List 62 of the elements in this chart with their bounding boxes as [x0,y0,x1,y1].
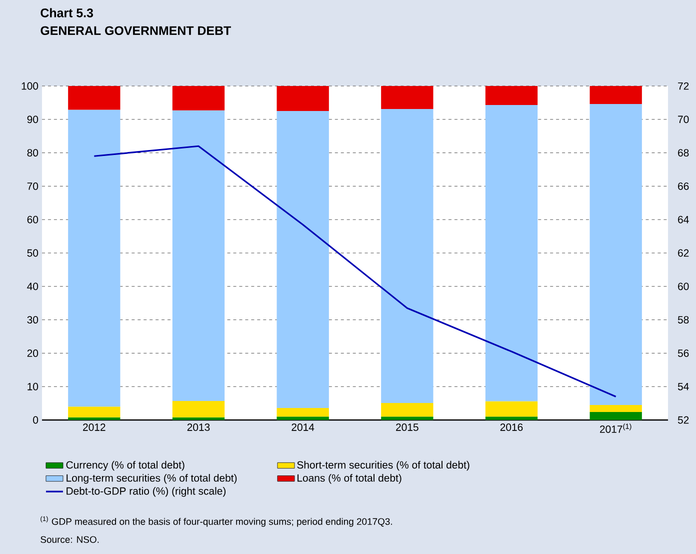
bar [68,110,120,407]
y2-tick-label: 58 [678,316,689,324]
y-tick-label: 40 [27,282,38,290]
y2-tick-label: 72 [678,82,689,90]
y2-tick-label: 70 [678,116,689,124]
y2-tick-label: 60 [678,282,689,290]
bar [276,416,329,420]
y-tick-label: 20 [27,350,38,357]
text: $^{(1)}$ GDP measured on the basis of four-quarter moving sums; period ending 2017Q3. [40,516,392,527]
legend-label: Loans (% of total debt) [298,474,402,484]
bar [381,416,434,420]
bar [381,402,434,417]
y-tick-label: 60 [27,216,38,224]
legend-label: Short-term securities (% of total debt) [297,460,470,471]
y2-tick-label: 54 [678,382,689,390]
bar [381,109,434,403]
bar [172,110,225,401]
bar [485,401,538,417]
bar [381,86,434,110]
y2-tick-label: 56 [678,350,689,357]
x-tick-label: 2015 [396,424,418,431]
y-tick-label: 100 [22,82,38,90]
y-tick-label: 90 [27,116,38,124]
legend-label: Currency (% of total debt) [66,460,184,471]
y2-tick-label: 64 [678,216,689,224]
chart-title: Chart 5.3 [40,8,94,18]
legend-label: Debt-to-GDP ratio (%) (right scale) [66,487,226,497]
bar [68,406,120,418]
line-series [93,145,617,398]
bar [590,86,642,104]
y2-tick-label: 52 [678,416,689,424]
bar [172,400,225,418]
y2-tick-label: 68 [678,149,689,157]
y2-tick-label: 62 [678,249,689,257]
bar [485,86,538,106]
bar [276,86,329,112]
x-tick-label: 2012 [83,424,106,431]
source-note: Source: NSO. [40,536,99,543]
y-tick-label: 70 [27,182,38,190]
bar [276,408,329,417]
y-tick-label: 50 [27,249,38,257]
bar [485,416,538,420]
y-tick-label: 30 [27,316,38,324]
bar [590,104,642,405]
y2-tick-label: 66 [678,182,689,190]
bar [68,417,120,420]
x-tick-label: 2017$^{(1)}$ [600,424,632,433]
y-tick-label: 80 [27,149,38,157]
x-tick-label: 2014 [292,424,314,431]
bar [172,86,225,110]
bar [68,86,120,110]
legend-label: Long-term securities (% of total debt) [66,474,237,484]
bar [172,417,225,420]
x-tick-label: 2016 [500,424,523,431]
bar [485,105,538,402]
bar [590,412,642,420]
y-tick-label: 0 [33,416,38,424]
y-tick-label: 10 [28,382,38,390]
chart-subtitle: GENERAL GOVERNMENT DEBT [40,26,232,36]
x-tick-label: 2013 [187,424,210,431]
bar [590,404,642,412]
bar [276,111,329,408]
